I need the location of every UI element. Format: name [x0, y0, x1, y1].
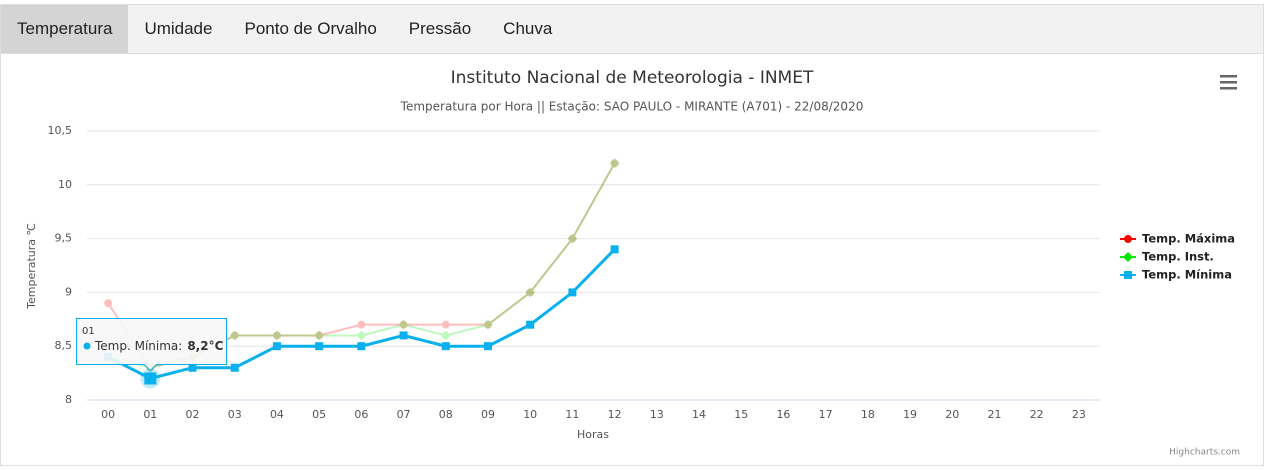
point [482, 319, 493, 330]
point [357, 342, 366, 351]
point [1124, 235, 1132, 243]
point [229, 330, 240, 341]
point [440, 330, 451, 341]
point [441, 320, 450, 329]
x-tick-label: 06 [354, 408, 368, 421]
point [568, 234, 577, 243]
menu-bar [1220, 87, 1237, 90]
point [526, 320, 535, 329]
point [1124, 271, 1132, 279]
x-tick-label: 10 [523, 408, 537, 421]
point [399, 331, 408, 340]
x-tick-label: 15 [734, 408, 748, 421]
tab[interactable]: Umidade [144, 19, 213, 38]
point [567, 233, 578, 244]
credit: Highcharts.com [1169, 448, 1240, 458]
y-tick-label: 10 [58, 178, 72, 191]
point [525, 287, 536, 298]
point [104, 299, 113, 308]
tab[interactable]: Pressão [408, 19, 472, 38]
point [230, 363, 239, 372]
x-tick-label: 14 [692, 408, 706, 421]
y-tick-label: 9 [65, 285, 72, 298]
point [230, 331, 239, 340]
x-axis-title: Horas [577, 428, 609, 441]
chart-subtitle: Temperatura por Hora || Estação: SAO PAU… [400, 100, 864, 114]
x-tick-label: 04 [270, 408, 284, 421]
tab-bar: Temperatura Umidade Ponto de Orvalho Pressã… [0, 4, 1264, 54]
x-tick-label: 00 [101, 408, 115, 421]
y-tick-label: 8,5 [55, 339, 73, 352]
point [315, 342, 324, 351]
tooltip-category: 01 [82, 326, 95, 337]
tooltip-box [76, 318, 227, 372]
point [610, 159, 619, 168]
y-tick-label: 9,5 [55, 232, 73, 245]
tooltip-value: 8,2°C [187, 339, 223, 353]
point [271, 330, 282, 341]
x-tick-label: 03 [228, 408, 242, 421]
x-tick-label: 16 [776, 408, 790, 421]
x-tick-label: 11 [565, 408, 579, 421]
point [399, 320, 408, 329]
x-tick-label: 08 [439, 408, 453, 421]
point [610, 245, 619, 254]
x-tick-label: 20 [945, 408, 959, 421]
x-tick-label: 02 [186, 408, 200, 421]
x-tick-label: 17 [819, 408, 833, 421]
point [568, 288, 577, 297]
series [104, 245, 619, 383]
x-tick-label: 13 [650, 408, 664, 421]
point [609, 158, 620, 169]
legend-label: Temp. Máxima [1142, 232, 1235, 246]
tooltip-series: Temp. Mínima: [94, 339, 182, 353]
y-axis-title: Temperatura ℃ [25, 223, 38, 310]
chart-title: Instituto Nacional de Meteorologia - INM… [451, 68, 814, 88]
x-tick-label: 19 [903, 408, 917, 421]
x-tick-label: 05 [312, 408, 326, 421]
legend-label: Temp. Mínima [1142, 268, 1232, 282]
point [483, 320, 492, 329]
tab[interactable]: Ponto de Orvalho [244, 19, 377, 38]
point [315, 331, 324, 340]
x-tick-label: 21 [987, 408, 1001, 421]
tab[interactable]: Temperatura [1, 5, 129, 53]
point [314, 330, 325, 341]
legend-label: Temp. Inst. [1142, 250, 1214, 264]
tab[interactable]: Chuva [503, 19, 553, 38]
y-tick-label: 10,5 [48, 124, 73, 137]
point [526, 288, 535, 297]
point [1123, 252, 1133, 262]
menu-bar [1220, 75, 1237, 78]
x-tick-label: 09 [481, 408, 495, 421]
point [188, 363, 197, 372]
x-tick-label: 18 [861, 408, 875, 421]
point [272, 331, 281, 340]
x-tick-label: 01 [143, 408, 157, 421]
point [357, 320, 366, 329]
tooltip-dot [83, 342, 91, 350]
point [144, 372, 157, 385]
tooltip-text: Temp. Mínima: 8,2°C [94, 339, 224, 353]
x-tick-label: 07 [397, 408, 411, 421]
point [272, 342, 281, 351]
point [483, 342, 492, 351]
point [398, 319, 409, 330]
y-tick-label: 8 [65, 393, 72, 406]
x-tick-label: 12 [608, 408, 622, 421]
x-tick-label: 23 [1072, 408, 1086, 421]
menu-bar [1220, 81, 1237, 84]
point [441, 342, 450, 351]
point [356, 330, 367, 341]
menu-button[interactable] [1220, 75, 1237, 90]
x-tick-label: 22 [1030, 408, 1044, 421]
